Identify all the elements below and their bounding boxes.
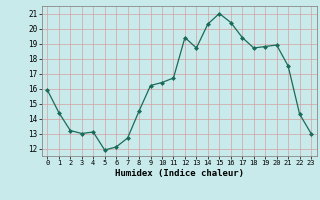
X-axis label: Humidex (Indice chaleur): Humidex (Indice chaleur) <box>115 169 244 178</box>
